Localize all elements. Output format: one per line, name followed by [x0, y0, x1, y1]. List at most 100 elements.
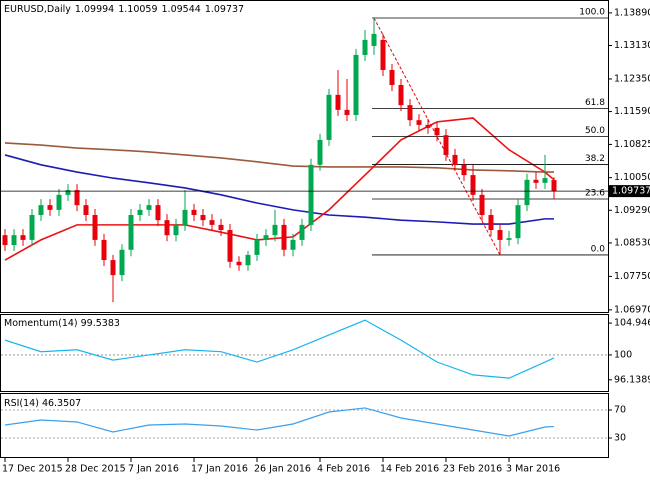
candle-body [110, 260, 116, 276]
candle-body [542, 178, 548, 183]
candle-body [497, 230, 503, 240]
moving-average [4, 142, 554, 173]
y-tick-label: 1.07750 [614, 271, 650, 282]
candle-body [461, 164, 467, 176]
x-tick-label: 28 Dec 2015 [65, 464, 126, 475]
last-price-label: 1.09737 [612, 186, 650, 197]
candle-body [155, 205, 161, 221]
candle-body [263, 235, 269, 240]
x-tick-label: 23 Feb 2016 [443, 464, 502, 475]
candle-body [227, 230, 233, 262]
candle-body [128, 215, 134, 250]
x-tick-label: 14 Feb 2016 [380, 464, 439, 475]
indicator-title: RSI(14) 46.3507 [4, 398, 81, 409]
y-tick-label: 1.12350 [614, 73, 650, 84]
indicator-name: Momentum(14) [4, 318, 78, 329]
candle-body [398, 84, 404, 106]
y-tick-label: 96.1389 [614, 374, 650, 385]
header-value: 1.09737 [205, 4, 244, 15]
y-tick-label: 30 [614, 433, 626, 444]
candle-body [200, 215, 206, 221]
candle-body [47, 205, 53, 210]
x-tick-label: 17 Jan 2016 [191, 464, 248, 475]
candle-body [191, 209, 197, 216]
candle-body [326, 94, 332, 140]
candle-body [533, 179, 539, 183]
candle-body [308, 164, 314, 225]
x-tick-label: 4 Feb 2016 [317, 464, 370, 475]
indicator-line [4, 407, 555, 437]
candle-body [551, 180, 557, 192]
fibonacci-label: 23.6 [585, 189, 605, 199]
candle-body [389, 69, 395, 85]
candle-body [407, 105, 413, 121]
y-tick-label: 1.10050 [614, 172, 650, 183]
y-tick-label: 1.13130 [614, 40, 650, 51]
fibonacci-label: 50.0 [585, 126, 605, 136]
moving-average [4, 154, 554, 225]
indicator-title: Momentum(14) 99.5383 [4, 318, 120, 329]
candle-body [83, 205, 89, 216]
candle-body [29, 215, 35, 240]
candle-body [38, 205, 44, 216]
fibonacci-label: 61.8 [585, 98, 605, 108]
indicator-line [4, 319, 555, 379]
candle-body [137, 209, 143, 216]
candle-body [254, 239, 260, 255]
candle-body [173, 224, 179, 236]
candle-body [92, 215, 98, 240]
header-value: 1.09994 [75, 4, 114, 15]
candle-body [362, 39, 368, 55]
y-tick-label: 1.11590 [614, 106, 650, 117]
y-tick-label: 1.06970 [614, 304, 650, 315]
candle-body [425, 124, 431, 128]
candle-body [164, 220, 170, 236]
candle-body [335, 94, 341, 110]
candle-body [452, 154, 458, 165]
candle-body [506, 238, 512, 240]
candle-body [74, 190, 80, 206]
candle-body [65, 190, 71, 195]
candle-body [353, 54, 359, 116]
candle-body [20, 235, 26, 240]
candle-body [209, 220, 215, 225]
candle-body [101, 239, 107, 261]
candle-body [119, 249, 125, 276]
candle-body [317, 139, 323, 165]
candle-body [515, 205, 521, 239]
indicator-value: 46.3507 [42, 398, 81, 409]
x-tick-label: 17 Dec 2015 [2, 464, 63, 475]
candle-body [299, 224, 305, 240]
candle-body [218, 224, 224, 231]
candle-body [272, 224, 278, 236]
momentum-panel-border [0, 314, 609, 392]
candle-body [290, 239, 296, 250]
x-tick-label: 3 Mar 2016 [506, 464, 560, 475]
candle-body [371, 33, 377, 46]
candle-body [344, 109, 350, 116]
candle-body [380, 39, 386, 70]
candle-body [479, 194, 485, 216]
y-tick-label: 1.09290 [614, 205, 650, 216]
candle-body [236, 261, 242, 266]
candle-body [524, 179, 530, 206]
y-tick-label: 1.13890 [614, 7, 650, 18]
candle-body [146, 205, 152, 210]
header-value: 1.10059 [118, 4, 157, 15]
rsi-panel-border [0, 393, 609, 458]
main-panel-border [0, 0, 609, 313]
candle-body [434, 127, 440, 136]
y-tick-label: 1.10825 [614, 139, 650, 150]
x-tick-label: 7 Jan 2016 [128, 464, 179, 475]
y-tick-label: 100 [614, 349, 632, 360]
candle-body [2, 235, 8, 246]
candle-body [443, 135, 449, 155]
candle-body [470, 175, 476, 195]
candle-body [182, 209, 188, 225]
candle-body [11, 235, 17, 246]
fibonacci-label: 100.0 [579, 8, 605, 18]
x-tick-label: 26 Jan 2016 [254, 464, 311, 475]
